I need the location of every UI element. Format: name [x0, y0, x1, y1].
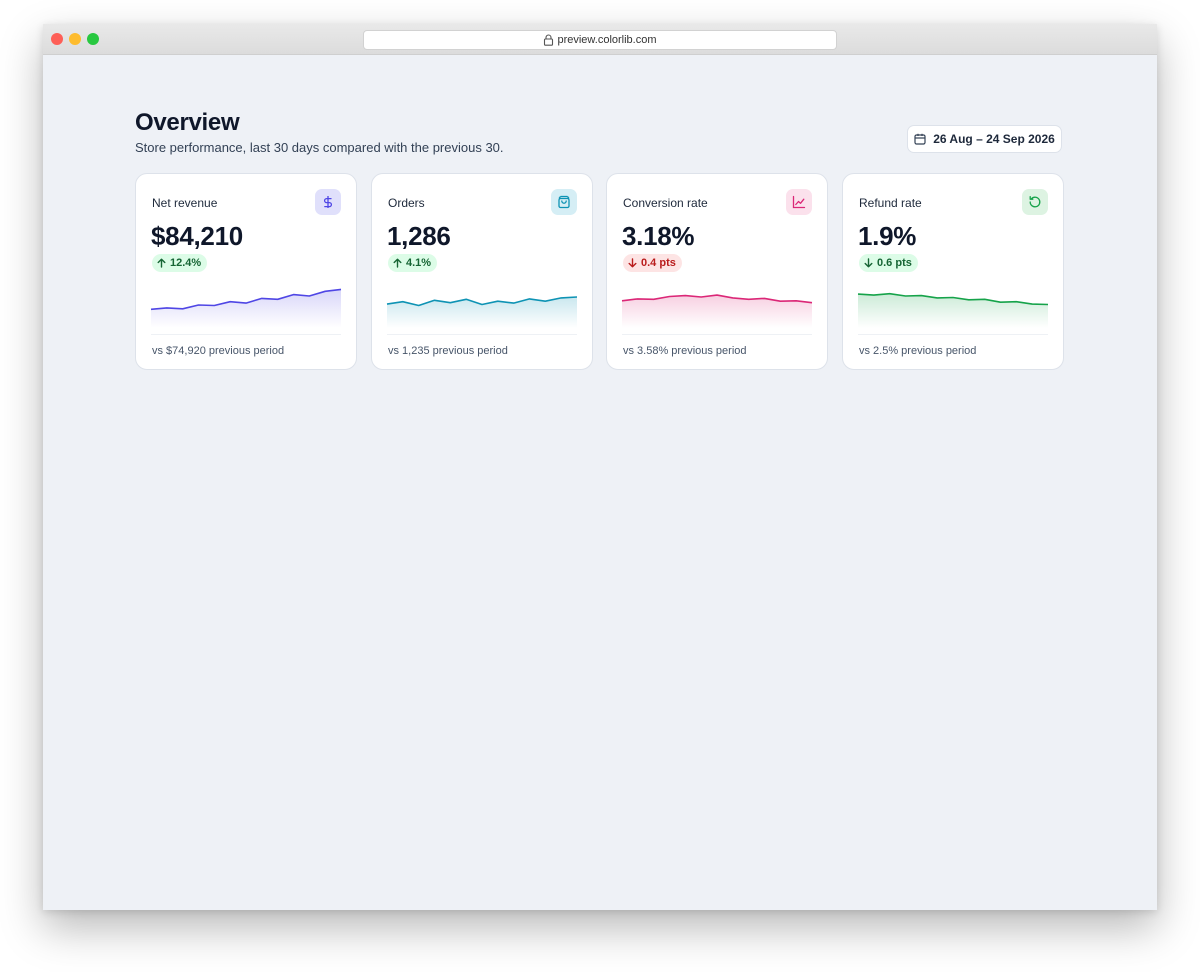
sparkline-line: [386, 296, 578, 307]
divider: [622, 334, 812, 335]
shopping-bag-icon: [558, 195, 570, 209]
kpi-card-refund-rate: Refund rate 1.9% 0.6 pts vs 2.5% prev: [842, 173, 1064, 370]
arrow-up-icon: [393, 258, 402, 268]
delta-badge: 0.4 pts: [623, 254, 682, 272]
sparkline-area: [622, 295, 812, 328]
dollar-icon: [323, 196, 333, 208]
delta-badge: 4.1%: [388, 254, 438, 272]
sparkline-line: [150, 288, 342, 311]
lock-icon: [544, 34, 554, 46]
card-icon-badge: [315, 189, 341, 215]
card-label: Net revenue: [152, 196, 218, 210]
calendar-icon: [914, 133, 926, 145]
refresh-icon: [1029, 195, 1041, 208]
browser-titlebar: preview.colorlib.com: [43, 24, 1157, 55]
sparkline-chart: [857, 292, 1049, 328]
date-range-label: 26 Aug – 24 Sep 2026: [933, 132, 1055, 146]
kpi-cards: Net revenue $84,210 12.4% vs $74,920: [135, 173, 1064, 371]
close-window-button[interactable]: [51, 33, 63, 45]
minimize-window-button[interactable]: [69, 33, 81, 45]
dashboard-page: Overview Store performance, last 30 days…: [43, 54, 1157, 910]
sparkline-line: [857, 292, 1049, 306]
sparkline-line: [621, 294, 813, 304]
line-chart-icon: [792, 195, 806, 209]
page-title: Overview: [135, 109, 240, 136]
card-value: $84,210: [151, 221, 243, 251]
address-bar[interactable]: preview.colorlib.com: [363, 30, 837, 50]
arrow-down-icon: [864, 258, 873, 268]
delta-value: 0.6 pts: [877, 257, 912, 269]
divider: [387, 334, 577, 335]
card-label: Conversion rate: [623, 196, 708, 210]
card-footnote: vs 2.5% previous period: [859, 345, 977, 357]
sparkline-area: [387, 297, 577, 328]
kpi-card-orders: Orders 1,286 4.1%: [371, 173, 593, 370]
card-label: Orders: [388, 196, 425, 210]
date-range-button[interactable]: 26 Aug – 24 Sep 2026: [907, 125, 1062, 153]
card-label: Refund rate: [859, 196, 922, 210]
sparkline-chart: [386, 296, 578, 328]
maximize-window-button[interactable]: [87, 33, 99, 45]
delta-value: 0.4 pts: [641, 257, 676, 269]
sparkline-area: [151, 289, 341, 328]
sparkline-chart: [150, 288, 342, 328]
arrow-up-icon: [157, 258, 166, 268]
kpi-card-conversion-rate: Conversion rate 3.18% 0.4 pts vs 3.58: [606, 173, 828, 370]
card-icon-badge: [1022, 189, 1048, 215]
card-footnote: vs 1,235 previous period: [388, 345, 508, 357]
kpi-card-net-revenue: Net revenue $84,210 12.4% vs $74,920: [135, 173, 357, 370]
delta-value: 12.4%: [170, 257, 202, 269]
page-subtitle: Store performance, last 30 days compared…: [135, 140, 504, 155]
card-footnote: vs 3.58% previous period: [623, 345, 747, 357]
card-icon-badge: [786, 189, 812, 215]
delta-value: 4.1%: [406, 257, 432, 269]
browser-window: preview.colorlib.com Overview Store perf…: [43, 24, 1157, 910]
card-value: 1,286: [387, 221, 451, 251]
card-icon-badge: [551, 189, 577, 215]
card-value: 1.9%: [858, 221, 917, 251]
card-value: 3.18%: [622, 221, 695, 251]
sparkline-area: [858, 293, 1048, 328]
divider: [858, 334, 1048, 335]
sparkline-chart: [621, 294, 813, 328]
delta-badge: 12.4%: [152, 254, 208, 272]
card-footnote: vs $74,920 previous period: [152, 345, 285, 357]
address-bar-url: preview.colorlib.com: [557, 34, 657, 46]
arrow-down-icon: [628, 258, 637, 268]
delta-badge: 0.6 pts: [859, 254, 918, 272]
divider: [151, 334, 341, 335]
